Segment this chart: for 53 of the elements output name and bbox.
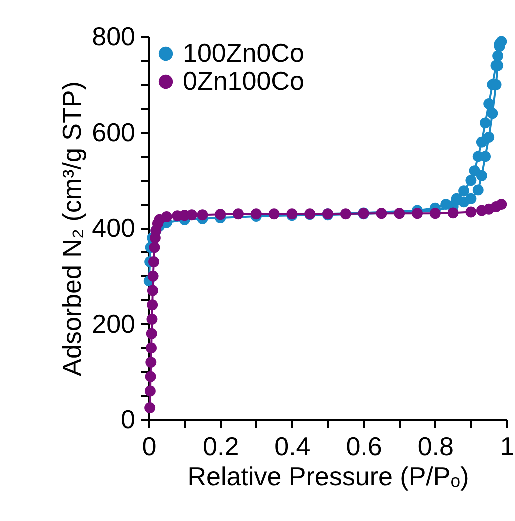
point	[472, 184, 484, 196]
x-tick-label: 0	[142, 432, 157, 462]
legend-label: 0Zn100Co	[183, 66, 304, 96]
y-tick-label: 800	[92, 22, 136, 52]
point	[197, 210, 208, 221]
point	[466, 175, 477, 186]
point	[250, 208, 262, 220]
point	[146, 357, 157, 368]
point	[496, 199, 508, 210]
point	[469, 166, 480, 177]
y-tick-label: 600	[92, 117, 136, 148]
y-tick-label: 0	[121, 404, 136, 434]
point	[149, 242, 160, 254]
x-tick-label: 0.6	[346, 432, 382, 462]
x-axis-title: Relative Pressure (P/Pₒ)	[188, 462, 470, 492]
point	[466, 193, 477, 204]
point	[412, 208, 423, 220]
point	[448, 208, 459, 219]
point	[466, 206, 477, 218]
point	[215, 209, 226, 220]
point	[147, 300, 158, 311]
point	[480, 118, 491, 129]
legend-label: 100Zn0Co	[183, 38, 304, 68]
point	[476, 136, 488, 148]
point	[268, 208, 280, 220]
point	[148, 256, 160, 268]
point	[146, 342, 157, 354]
point	[484, 98, 495, 110]
point	[430, 208, 441, 220]
x-tick-label: 0.4	[274, 432, 311, 462]
point	[451, 193, 462, 204]
point	[440, 199, 452, 210]
point	[340, 208, 352, 220]
x-tick-label: 0.8	[418, 432, 454, 462]
point	[487, 108, 498, 120]
point	[147, 285, 158, 296]
point	[376, 208, 388, 220]
point	[144, 402, 156, 414]
y-tick-label: 400	[92, 213, 136, 243]
point	[161, 212, 172, 222]
y-tick-label: 200	[92, 308, 136, 339]
point	[394, 208, 406, 220]
x-tick-label: 0.2	[203, 432, 240, 462]
point	[233, 208, 244, 220]
point	[145, 371, 156, 382]
point	[144, 386, 156, 397]
y-axis-title: Adsorbed N₂ (cm³/g STP)	[57, 82, 88, 376]
x-tick-label: 1	[500, 432, 515, 462]
point	[146, 314, 158, 325]
point	[146, 328, 158, 340]
point	[148, 270, 159, 282]
point	[458, 186, 470, 197]
point	[492, 50, 504, 62]
